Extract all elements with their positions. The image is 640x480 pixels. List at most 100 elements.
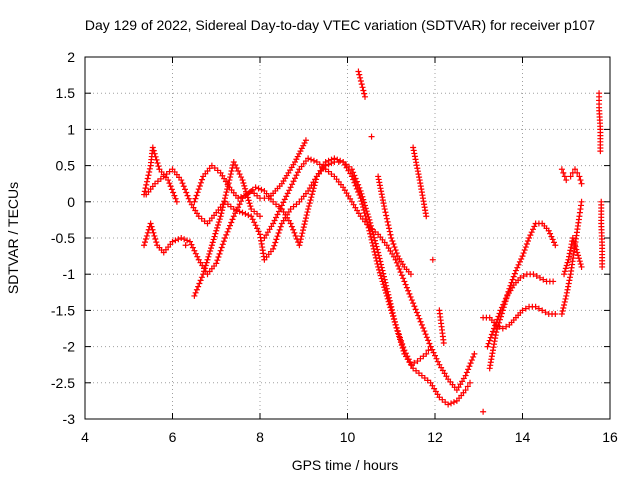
data-point (560, 304, 567, 311)
series-track-k (558, 166, 585, 187)
data-point (407, 293, 414, 300)
data-point (564, 286, 571, 293)
x-tick-label: 8 (256, 429, 264, 445)
data-point (389, 238, 396, 245)
data-point (270, 220, 277, 227)
data-point (563, 262, 570, 269)
data-point (215, 254, 222, 261)
data-point (381, 284, 388, 291)
data-point (566, 277, 573, 284)
data-point (306, 200, 313, 207)
data-point (191, 198, 198, 205)
data-point (255, 185, 262, 192)
data-point (376, 269, 383, 276)
series-track-d (191, 155, 473, 408)
data-point (304, 209, 311, 216)
data-point (397, 334, 403, 341)
data-point (426, 340, 433, 347)
data-point (142, 185, 149, 192)
data-point (153, 156, 160, 163)
data-point (284, 190, 291, 197)
data-point (400, 344, 407, 351)
data-point (360, 204, 367, 211)
data-point (303, 212, 310, 219)
data-point (462, 387, 469, 394)
data-point (297, 148, 304, 155)
data-point (142, 239, 148, 246)
data-point (275, 230, 282, 237)
data-point (178, 177, 185, 184)
data-point (277, 223, 284, 230)
data-point (397, 269, 404, 276)
data-point (486, 337, 493, 344)
data-point (370, 242, 377, 249)
data-point (384, 218, 391, 225)
data-point (577, 177, 584, 184)
data-point (522, 305, 529, 312)
data-point (227, 222, 233, 229)
data-point (301, 139, 308, 146)
data-point (252, 222, 259, 229)
data-point (398, 337, 405, 344)
data-point (488, 331, 495, 338)
data-point (273, 236, 280, 243)
data-point (226, 177, 233, 184)
data-point (540, 276, 547, 283)
data-point (423, 213, 430, 220)
data-point (210, 236, 217, 243)
data-point (379, 278, 386, 285)
data-point (233, 165, 240, 172)
data-point (337, 157, 344, 164)
data-point (293, 156, 300, 163)
data-point (141, 242, 148, 249)
data-point (368, 133, 375, 140)
data-point (390, 241, 397, 248)
data-point (358, 81, 365, 88)
data-point (292, 175, 298, 182)
data-point (351, 179, 358, 186)
y-tick-label: -1 (63, 266, 76, 282)
data-point (491, 325, 498, 332)
data-point (280, 199, 287, 206)
data-point (350, 169, 357, 176)
data-point (561, 301, 568, 308)
data-point (565, 256, 572, 263)
data-point (355, 68, 362, 75)
x-tick-label: 4 (81, 429, 89, 445)
data-point (225, 225, 232, 232)
data-point (229, 216, 236, 223)
data-point (361, 209, 368, 216)
data-point (325, 157, 332, 164)
data-point (489, 328, 496, 335)
data-point (382, 209, 389, 216)
data-point (572, 166, 578, 173)
data-point (182, 186, 188, 193)
data-point (367, 230, 374, 237)
data-point (152, 236, 159, 243)
data-point (149, 144, 156, 151)
data-point (211, 233, 218, 240)
data-point (184, 192, 191, 199)
data-point (429, 346, 436, 353)
data-point (294, 153, 301, 160)
data-point (195, 186, 202, 193)
data-point (567, 247, 574, 254)
data-point (530, 271, 537, 278)
y-tick-label: 1.5 (56, 85, 76, 101)
data-point (328, 156, 335, 163)
data-point (527, 232, 534, 239)
data-point (359, 84, 366, 91)
data-point (577, 261, 584, 268)
data-point (497, 307, 504, 314)
data-point (528, 229, 535, 236)
data-point (420, 324, 427, 331)
data-point (257, 213, 263, 220)
data-point (287, 184, 294, 191)
data-point (389, 310, 396, 317)
data-point (432, 352, 438, 359)
data-point (182, 242, 189, 249)
data-point (567, 173, 574, 180)
data-point (375, 263, 382, 270)
data-point (180, 183, 187, 190)
